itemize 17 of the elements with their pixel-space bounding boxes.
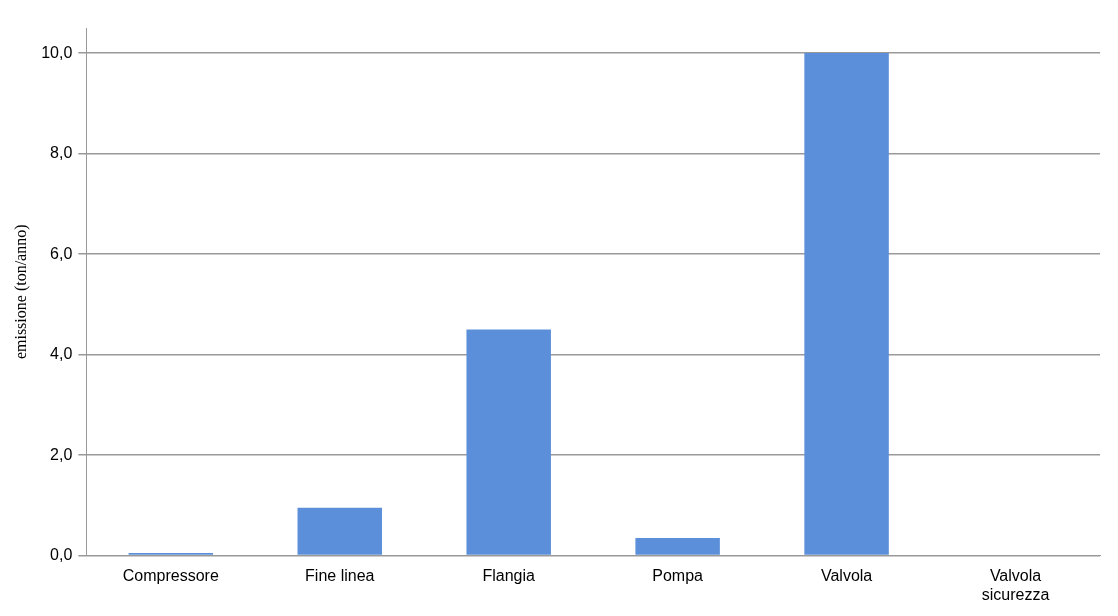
y-tick-label: 6,0	[50, 244, 73, 262]
y-tick-label: 8,0	[50, 144, 73, 162]
x-tick-label: Compressore	[122, 566, 219, 584]
y-tick-label: 10,0	[41, 43, 73, 61]
y-tick-label: 4,0	[50, 345, 73, 363]
x-tick-label: Valvola	[820, 566, 873, 584]
bar	[466, 329, 551, 555]
bar	[297, 507, 382, 555]
bar	[635, 538, 720, 555]
x-tick-label: Flangia	[482, 566, 536, 584]
x-tick-label: Fine linea	[305, 566, 375, 584]
y-axis-title: emissione (ton/anno)	[11, 224, 30, 360]
x-tick-label: Pompa	[652, 566, 704, 584]
bar	[804, 53, 889, 555]
y-tick-label: 2,0	[50, 445, 73, 463]
y-tick-label: 0,0	[50, 546, 73, 564]
x-tick-label: Valvola sicurezza	[981, 566, 1050, 603]
